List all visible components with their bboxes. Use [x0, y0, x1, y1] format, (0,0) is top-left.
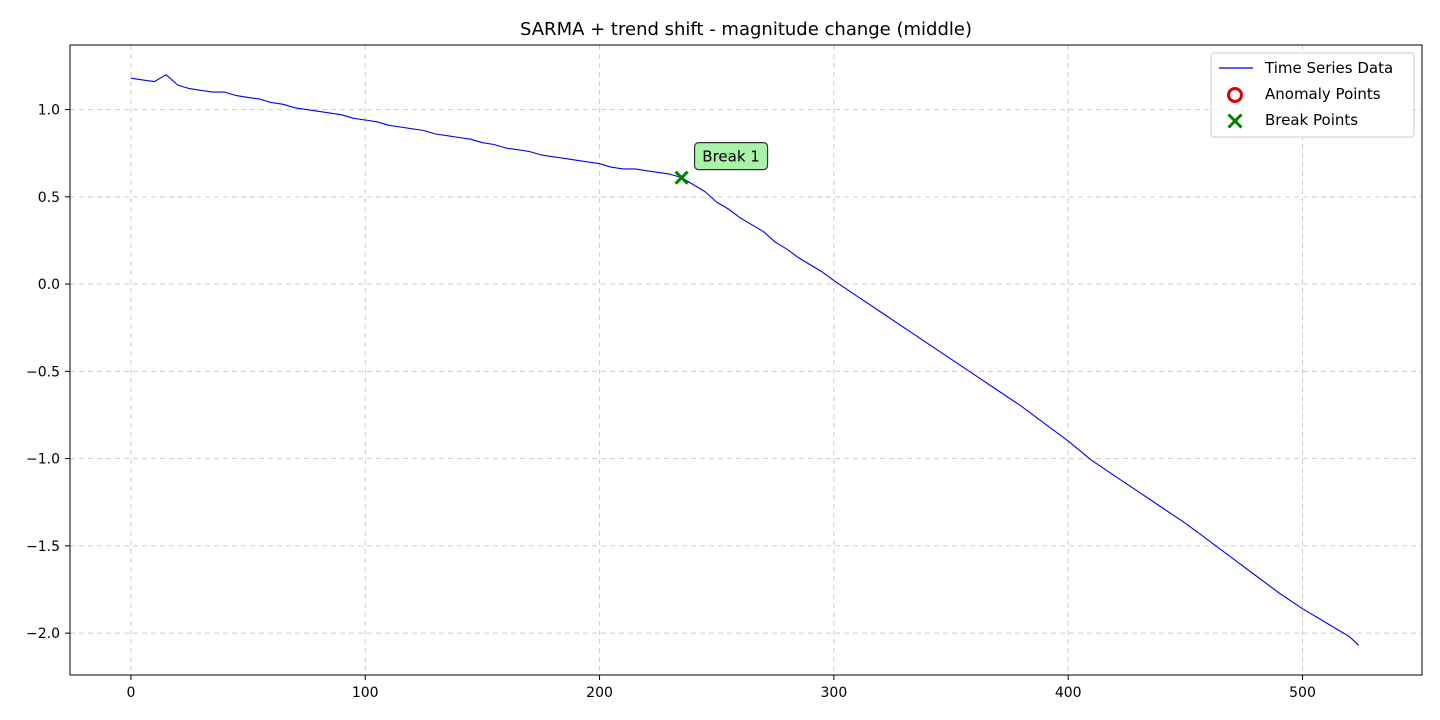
grid: [70, 45, 1422, 675]
axes: 0 100 200 300 400 500 1.0 0.5 0.0 −0.5 −1.0 −1.5 −2.…: [26, 103, 1316, 701]
legend-label: Time Series Data: [1264, 59, 1393, 77]
chart-title: SARMA + trend shift - magnitude change (…: [520, 19, 972, 40]
legend-label: Break Points: [1265, 111, 1358, 129]
y-tick-label: 0.0: [38, 277, 60, 293]
series-layer: [130, 74, 1360, 646]
break-annotation-label: Break 1: [702, 148, 760, 166]
series-line-time-series-data: [130, 74, 1360, 646]
x-tick-label: 300: [821, 685, 848, 701]
y-tick-label: −1.5: [26, 539, 60, 555]
legend: Time Series Data Anomaly Points Break Poin…: [1210, 52, 1415, 138]
x-tick-label: 0: [126, 685, 135, 701]
y-tick-label: 1.0: [38, 103, 60, 119]
legend-swatch-x: [1227, 113, 1243, 129]
y-tick-label: −2.0: [26, 626, 60, 642]
legend-swatch-circle: [1227, 87, 1243, 103]
x-tick-label: 200: [586, 685, 613, 701]
legend-label: Anomaly Points: [1265, 85, 1381, 103]
break-point: [674, 170, 689, 185]
y-tick-label: −0.5: [26, 364, 60, 380]
break-point-stroke: [674, 170, 689, 185]
break-annotation: Break 1: [693, 142, 769, 171]
annotations: Break 1: [693, 142, 769, 171]
x-tick-label: 400: [1055, 685, 1082, 701]
y-tick-label: −1.0: [26, 452, 60, 468]
break-annotation-box: [693, 142, 769, 171]
plot-frame: [69, 44, 1423, 676]
x-tick-label: 500: [1289, 685, 1316, 701]
y-tick-label: 0.5: [38, 190, 60, 206]
plot-area: [70, 45, 1422, 675]
legend-box: [1210, 52, 1415, 138]
x-tick-label: 100: [352, 685, 379, 701]
